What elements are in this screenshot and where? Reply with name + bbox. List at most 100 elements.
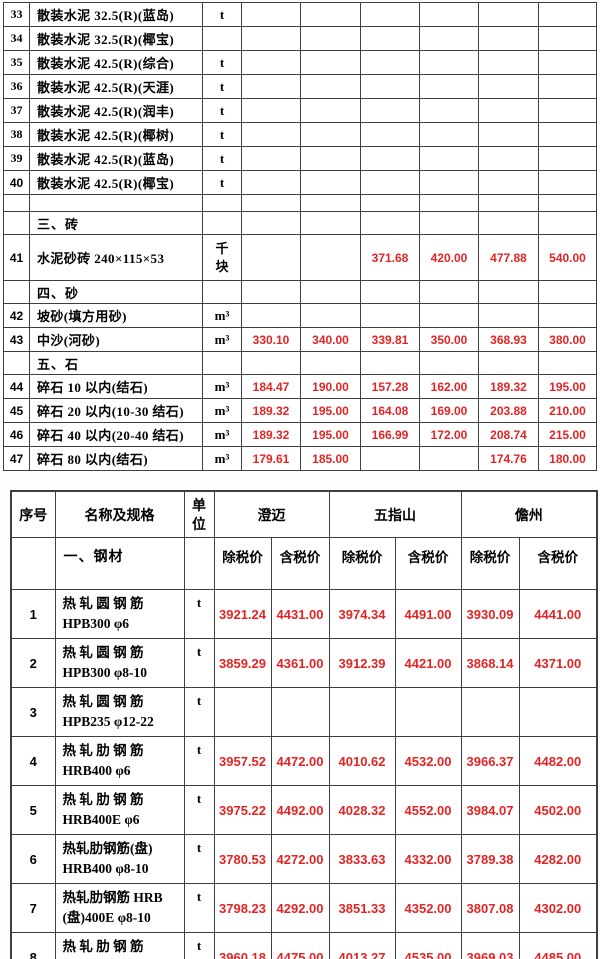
item-name-cell: 热 轧 圆 钢 筋 HPB235 φ12-22 <box>54 687 185 737</box>
top-table-body: 33 散装水泥 32.5(R)(蓝岛) t 34 散装水泥 32.5(R)(椰宝) 35 散… <box>3 2 597 471</box>
col-header-city-wuzhishan: 五指山 <box>328 490 462 538</box>
price-cell: 179.61 <box>241 446 301 471</box>
price-row: 43 中沙(河砂) m³ 330.10 340.00 339.81 350.00 368.93… <box>3 327 597 352</box>
price-cell <box>241 74 301 99</box>
price-cell <box>241 303 301 328</box>
item-name-line1: 热 轧 圆 钢 筋 <box>62 694 144 709</box>
item-name-cell: 热 轧 肋 钢 筋 HRB400E φ6 <box>54 785 185 835</box>
empty-cell <box>202 194 242 212</box>
price-cell <box>360 303 420 328</box>
price-cell <box>538 303 597 328</box>
price-cell <box>328 687 396 737</box>
item-name-cell: 热 轧 圆 钢 筋 HPB300 φ6 <box>54 589 185 639</box>
item-spec-line2: HPB235 φ12-22 <box>62 714 154 729</box>
price-cell <box>300 146 361 171</box>
price-cell: 4552.00 <box>394 785 462 835</box>
price-cell: 3780.53 <box>213 834 272 884</box>
row-number-cell: 1 <box>10 589 56 639</box>
price-cell <box>419 170 479 195</box>
row-number-cell: 38 <box>3 122 30 147</box>
price-cell: 3975.22 <box>213 785 272 835</box>
unit-cell: t <box>183 883 215 933</box>
price-cell <box>478 2 539 27</box>
row-number-cell: 35 <box>3 50 30 75</box>
item-name-cell: 热 轧 肋 钢 筋 HRB400 φ6 <box>54 736 185 786</box>
col-header-unit-text: 单位 <box>192 496 206 532</box>
section-title-cell: 四、砂 <box>29 280 203 304</box>
unit-cell <box>202 26 242 51</box>
price-cell: 180.00 <box>538 446 597 471</box>
item-spec-line2: HRB400 φ6 <box>62 763 131 778</box>
price-row: 46 碎石 40 以内(20-40 结石) m³ 189.32 195.00 166.99… <box>3 422 597 447</box>
price-cell: 195.00 <box>300 398 361 423</box>
price-cell: 172.00 <box>419 422 479 447</box>
row-number-cell: 33 <box>3 2 30 27</box>
price-cell <box>419 2 479 27</box>
price-cell <box>300 26 361 51</box>
price-cell <box>360 74 420 99</box>
price-cell: 4361.00 <box>270 638 330 688</box>
price-cell: 420.00 <box>419 234 479 281</box>
price-cell: 4485.00 <box>518 932 598 959</box>
price-cell: 166.99 <box>360 422 420 447</box>
item-name-line1: 热 轧 圆 钢 筋 <box>62 596 144 611</box>
unit-cell: t <box>183 785 215 835</box>
unit-text: 千块 <box>215 240 229 274</box>
col-header-unit: 单位 <box>183 490 215 538</box>
price-cell: 190.00 <box>300 374 361 399</box>
unit-cell: t <box>202 170 242 195</box>
price-cell: 195.00 <box>300 422 361 447</box>
row-number-cell: 34 <box>3 26 30 51</box>
price-cell: 3974.34 <box>328 589 396 639</box>
price-cell <box>394 687 462 737</box>
price-cell: 540.00 <box>538 234 597 281</box>
price-cell: 174.76 <box>478 446 539 471</box>
price-cell: 3798.23 <box>213 883 272 933</box>
empty-cell <box>419 194 479 212</box>
price-cell <box>419 280 479 304</box>
col-header-name-spec: 名称及规格 <box>54 490 185 538</box>
price-cell <box>241 170 301 195</box>
empty-cell <box>241 194 301 212</box>
price-cell <box>300 74 361 99</box>
steel-price-row: 1 热 轧 圆 钢 筋 HPB300 φ6 t 3921.24 4431.00 3974.3… <box>10 589 598 639</box>
unit-cell: t <box>202 50 242 75</box>
col-header-price-inctax: 含税价 <box>270 537 330 590</box>
row-number-cell: 36 <box>3 74 30 99</box>
price-cell <box>241 26 301 51</box>
item-name-cell: 热轧肋钢筋(盘) HRB400 φ8-10 <box>54 834 185 884</box>
row-number-cell: 43 <box>3 327 30 352</box>
price-cell: 203.88 <box>478 398 539 423</box>
item-spec-line2: HRB400E φ6 <box>62 812 140 827</box>
price-cell: 164.08 <box>360 398 420 423</box>
price-cell: 3984.07 <box>460 785 520 835</box>
price-cell <box>478 211 539 235</box>
unit-cell <box>202 280 242 304</box>
price-cell: 3921.24 <box>213 589 272 639</box>
price-cell <box>241 234 301 281</box>
price-cell <box>419 211 479 235</box>
price-cell: 185.00 <box>300 446 361 471</box>
unit-cell <box>202 211 242 235</box>
price-cell <box>419 122 479 147</box>
item-name-cell: 热 轧 圆 钢 筋 HPB300 φ8-10 <box>54 638 185 688</box>
price-cell <box>478 351 539 375</box>
price-cell <box>538 50 597 75</box>
price-cell <box>241 351 301 375</box>
subheader-empty-cell <box>183 537 215 590</box>
price-cell <box>241 2 301 27</box>
item-name-cell: 散装水泥 42.5(R)(蓝岛) <box>29 146 203 171</box>
price-cell: 184.47 <box>241 374 301 399</box>
price-cell <box>360 146 420 171</box>
row-number-cell <box>3 211 30 235</box>
item-name-cell: 碎石 10 以内(结石) <box>29 374 203 399</box>
col-header-price-extax: 除税价 <box>460 537 520 590</box>
unit-cell: t <box>202 2 242 27</box>
price-cell <box>419 26 479 51</box>
price-row: 37 散装水泥 42.5(R)(润丰) t <box>3 98 597 123</box>
item-name-cell: 碎石 40 以内(20-40 结石) <box>29 422 203 447</box>
price-cell: 3912.39 <box>328 638 396 688</box>
price-cell <box>300 170 361 195</box>
row-number-cell: 7 <box>10 883 56 933</box>
